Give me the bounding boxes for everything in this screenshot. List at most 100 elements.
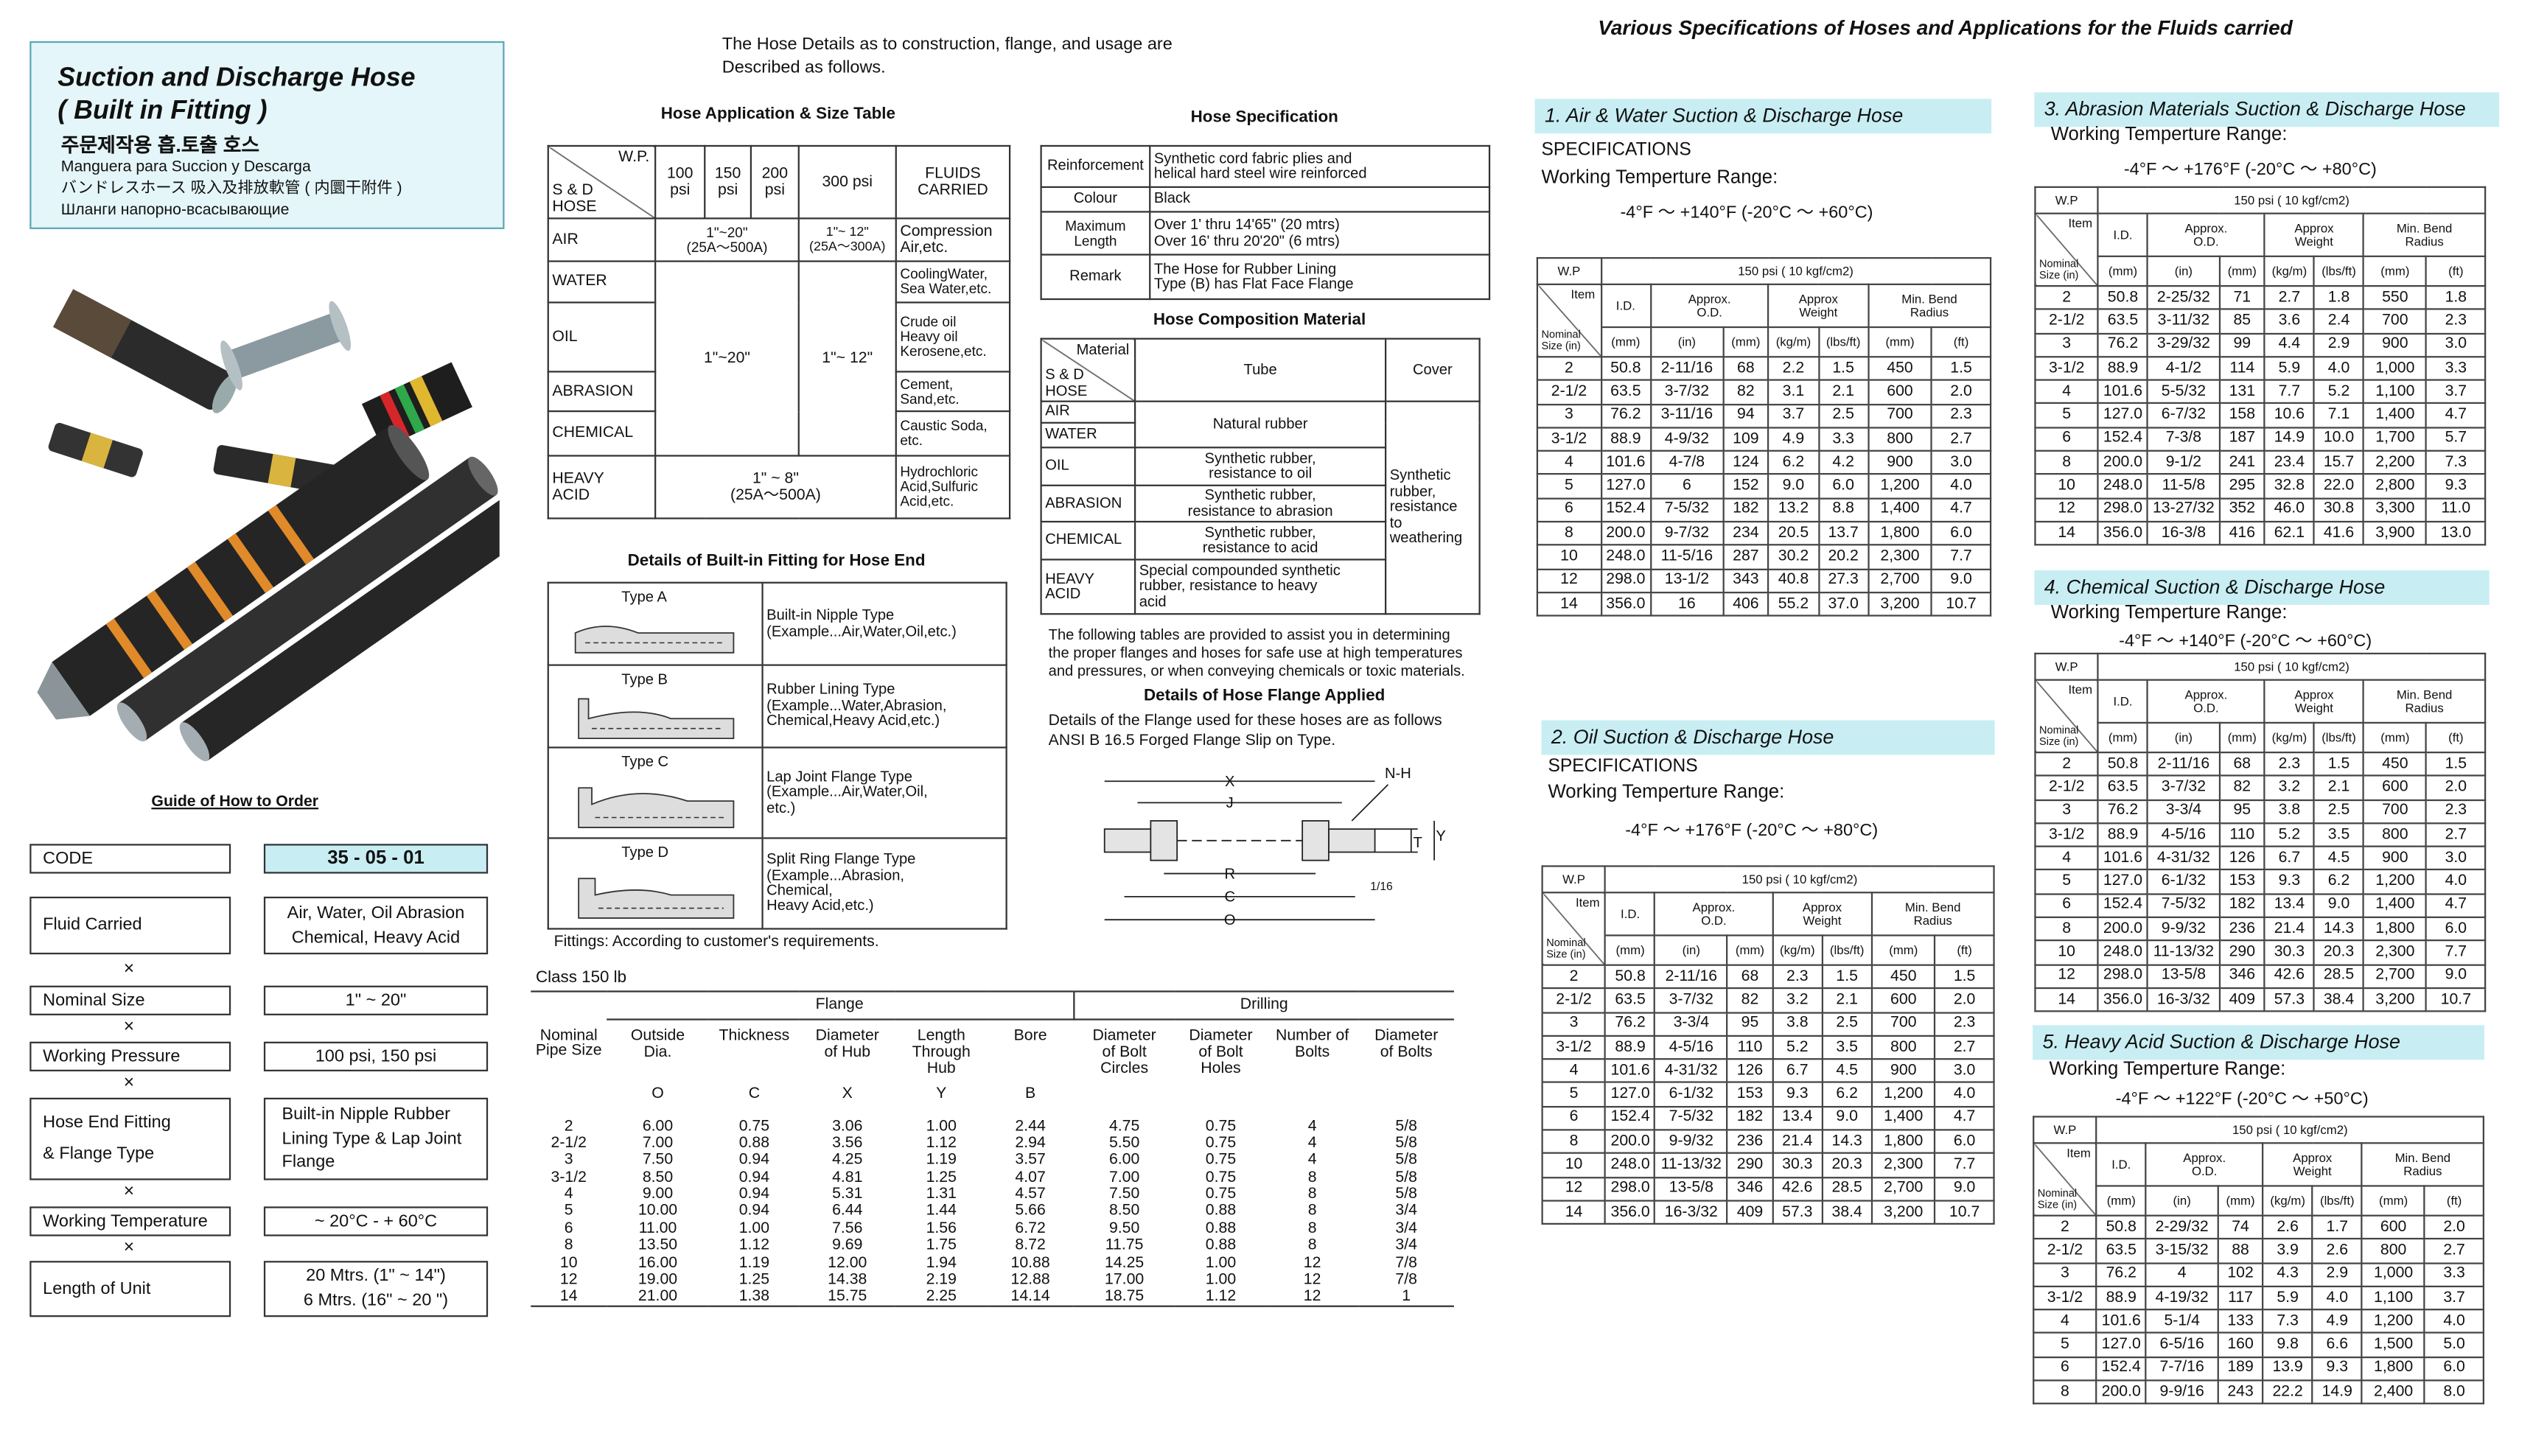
data-cell: 15.7 <box>2313 449 2365 476</box>
data-cell: 3.5 <box>2313 822 2365 848</box>
data-cell: 14 <box>2034 987 2100 1013</box>
data-cell: 700 <box>1870 1011 1936 1037</box>
data-cell: 6.6 <box>2311 1332 2363 1358</box>
carried-cell: Cement, Sand,etc. <box>895 371 1011 413</box>
data-cell: 14.38 <box>828 1270 867 1289</box>
data-cell: 2.1 <box>2313 774 2365 801</box>
data-cell: 1.25 <box>738 1270 770 1289</box>
order-label: Hose End Fitting & Flange Type <box>29 1097 231 1180</box>
data-cell: 0.88 <box>1205 1219 1237 1238</box>
header-cell: Approx. O.D. <box>1649 283 1769 329</box>
unit-cell: (in) <box>1654 934 1728 966</box>
spec-table: W.P 150 psi ( 10 kgf/cm2) Item Nominal Size… <box>2034 186 2487 547</box>
data-cell: 9.3 <box>1771 1082 1823 1107</box>
data-cell: 3.2 <box>2263 774 2316 801</box>
dimension-label: Y <box>1436 828 1445 844</box>
spec-label: Remark <box>1040 253 1151 301</box>
data-cell: 3-1/2 <box>1536 427 1602 452</box>
column-symbol: X <box>842 1083 853 1102</box>
table-title: Details of Built-in Fitting for Hose End <box>627 552 926 570</box>
spec-value: Over 1' thru 14'65" (20 mtrs) Over 16' t… <box>1149 211 1491 256</box>
data-row: 4 101.6 5-1/4 133 7.3 4.9 1,200 4.0 <box>2033 1309 2484 1334</box>
data-cell: 40.8 <box>1767 567 1820 594</box>
data-row: 2-1/2 63.5 3-7/32 82 3.2 2.1 600 2.0 <box>2034 774 2487 801</box>
data-cell: 102 <box>2217 1261 2264 1287</box>
data-cell: 8.8 <box>1817 497 1870 523</box>
unit-cell: (lbs/ft) <box>2313 721 2365 754</box>
header-cell: W.P <box>2034 186 2100 214</box>
data-row: 5 127.0 6-7/32 158 10.6 7.1 1,400 4.7 <box>2034 402 2487 429</box>
data-row: 8 200.0 9-1/2 241 23.4 15.7 2,200 7.3 <box>2034 449 2487 476</box>
header-cell: Approx. O.D. <box>2146 212 2265 257</box>
data-cell: 2.0 <box>1930 379 1992 405</box>
header-cell: W.P <box>2033 1116 2097 1144</box>
data-cell: 6.0 <box>2424 1356 2484 1382</box>
data-row: 14 21.00 1.38 15.75 2.25 14.14 18.75 1.12 12 1 <box>531 1289 1454 1306</box>
data-cell: 0.94 <box>738 1185 770 1204</box>
subtitle: Manguera para Succion y Descarga <box>60 158 311 177</box>
unit-cell: (kg/m) <box>2263 255 2316 287</box>
data-cell: 14 <box>2034 520 2100 547</box>
data-cell: 298.0 <box>2097 497 2149 523</box>
data-row: 2-1/2 63.5 3-15/32 88 3.9 2.6 800 2.7 <box>2033 1238 2484 1264</box>
data-cell: 1.38 <box>738 1287 770 1306</box>
data-cell: 13.2 <box>1767 497 1820 523</box>
data-cell: 1,400 <box>2362 402 2428 429</box>
section-title: 3. Abrasion Materials Suction & Discharg… <box>2034 92 2500 127</box>
dimension-label: J <box>1226 795 1234 811</box>
data-cell: 1,800 <box>1867 521 1933 547</box>
header-cell: Nominal Size (in) <box>1546 938 1586 962</box>
data-cell: 28.5 <box>2313 963 2365 990</box>
size-cell: 1"~ 12" (25A～300A) <box>797 217 897 262</box>
data-cell: 9-7/32 <box>1649 521 1725 547</box>
header-cell: 300 psi <box>797 144 897 220</box>
data-cell: 16 <box>1649 591 1725 617</box>
data-cell: 409 <box>2218 987 2265 1013</box>
data-cell: 42.6 <box>2263 963 2316 990</box>
data-cell: 124 <box>1722 450 1769 476</box>
header-cell: Min. Bend Radius <box>2361 1142 2485 1187</box>
data-cell: 2-1/2 <box>2033 1238 2097 1264</box>
data-cell: 450 <box>1870 964 1936 990</box>
data-cell: 2.7 <box>1934 1035 1995 1060</box>
data-cell: 11.00 <box>638 1219 677 1238</box>
data-cell: 4.7 <box>1930 497 1992 523</box>
data-row: 14 356.0 16-3/32 409 57.3 38.4 3,200 10.7 <box>2034 987 2487 1013</box>
data-cell: 3,200 <box>2362 987 2428 1013</box>
data-row: 6 152.4 7-3/8 187 14.9 10.0 1,700 5.7 <box>2034 426 2487 452</box>
data-cell: 4.25 <box>832 1150 863 1169</box>
unit-cell: (mm) <box>2218 721 2265 754</box>
hose-photo <box>37 289 500 762</box>
unit-cell: (mm) <box>2361 1185 2426 1217</box>
header-cell: Nominal Size (in) <box>2037 1189 2078 1212</box>
flange-title: Details of Hose Flange Applied <box>1144 687 1386 706</box>
data-row: 4 101.6 4-7/8 124 6.2 4.2 900 3.0 <box>1536 450 1992 476</box>
title-line: Suction and Discharge Hose <box>57 64 416 93</box>
data-cell: 50.8 <box>2097 284 2149 311</box>
unit-cell: (in) <box>2145 1185 2219 1217</box>
data-cell: 290 <box>2218 939 2265 966</box>
data-cell: 11-5/16 <box>1649 544 1725 570</box>
group-label: Flange <box>607 991 1075 1021</box>
data-cell: 133 <box>2217 1309 2264 1334</box>
data-cell: 0.75 <box>1205 1116 1237 1135</box>
data-cell: 1,400 <box>1870 1105 1936 1131</box>
data-row: 2 6.00 0.75 3.06 1.00 2.44 4.75 0.75 4 5/8 <box>531 1108 1454 1135</box>
data-cell: 6 <box>2034 426 2100 452</box>
data-cell: 18.75 <box>1105 1287 1145 1306</box>
data-cell: 900 <box>2362 332 2428 358</box>
data-cell: 200.0 <box>2097 449 2149 476</box>
data-cell: 68 <box>1726 964 1774 990</box>
data-cell: 4-31/32 <box>2146 845 2221 872</box>
dimension-label: R <box>1224 866 1235 882</box>
data-cell: 27.3 <box>1817 567 1870 594</box>
data-row: 4 101.6 5-5/32 131 7.7 5.2 1,100 3.7 <box>2034 379 2487 405</box>
data-cell: 50.8 <box>1604 964 1656 990</box>
corner-cell: Item Nominal Size (in) <box>2034 679 2100 754</box>
data-cell: 12.00 <box>828 1253 867 1273</box>
fitting-cell: Type C <box>547 746 764 839</box>
size-cell: 1"~20" <box>654 260 800 457</box>
data-cell: 1.00 <box>1205 1253 1237 1273</box>
range-value: -4°F ～ +122°F (-20°C ～ +50°C) <box>2115 1089 2369 1110</box>
data-cell: 236 <box>2218 916 2265 942</box>
